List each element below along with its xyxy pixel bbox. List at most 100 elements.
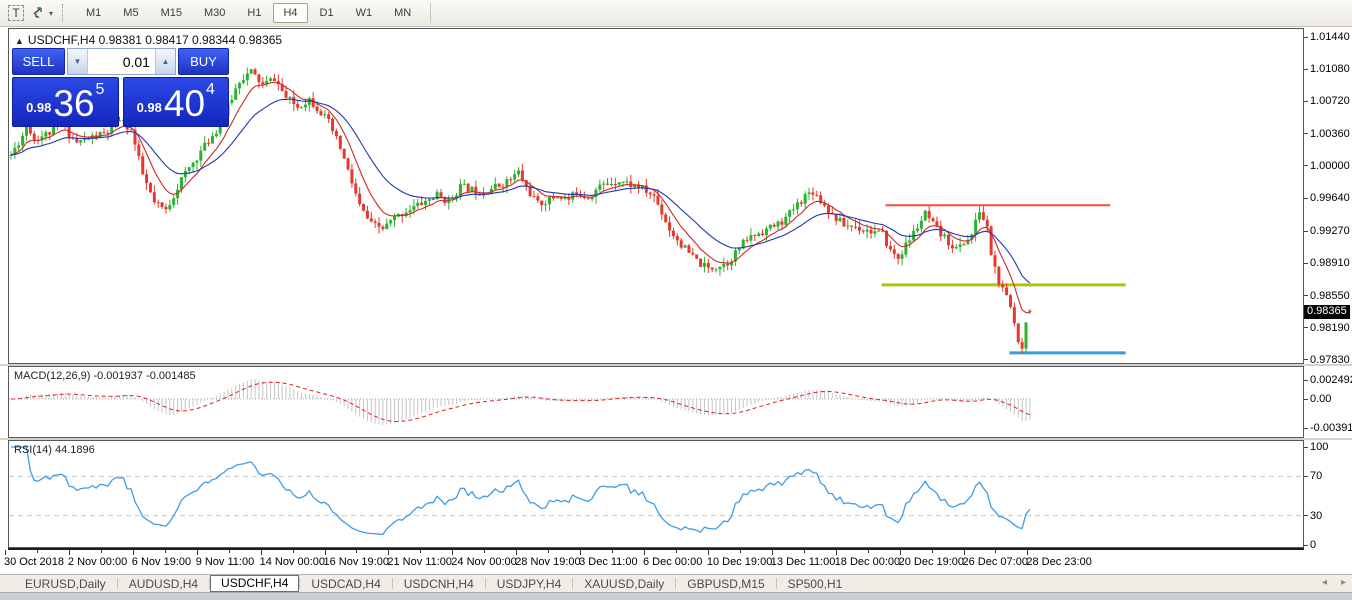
arrows-tool-button[interactable]: ▾ bbox=[30, 3, 53, 23]
time-tick bbox=[1027, 550, 1029, 555]
timeframe-button-h1[interactable]: H1 bbox=[247, 7, 262, 19]
axis-label: 0.97830 bbox=[1310, 353, 1350, 366]
timeframe-button-m1[interactable]: M1 bbox=[86, 7, 102, 19]
sell-button[interactable]: SELL bbox=[12, 48, 65, 75]
time-tick bbox=[516, 550, 518, 555]
price-axis[interactable]: 1.01440 1.01080 1.00720 1.00360 1.00000 0.996… bbox=[1304, 28, 1352, 366]
timeframe-button-m15[interactable]: M15 bbox=[160, 7, 182, 19]
axis-label: -0.003913 bbox=[1310, 422, 1352, 435]
chart-tab-gbpusd[interactable]: GBPUSD,M15 bbox=[687, 576, 765, 591]
timeframe-button-m5[interactable]: M5 bbox=[123, 7, 139, 19]
sell-price-prefix: 0.98 bbox=[26, 100, 52, 115]
time-label: 6 Nov 19:00 bbox=[131, 556, 192, 568]
time-tick bbox=[5, 550, 6, 555]
chart-tab-usdcad[interactable]: USDCAD,H4 bbox=[311, 576, 381, 591]
axis-label: 100 bbox=[1310, 441, 1329, 453]
tab-separator bbox=[391, 578, 393, 589]
axis-label: 0.98190 bbox=[1310, 321, 1350, 334]
chart-tab-usdcnh[interactable]: USDCNH,H4 bbox=[403, 576, 474, 591]
timeframe-toolbar: M1 M5 M15 M30 H1 H4 D1 W1 MN bbox=[75, 0, 422, 27]
volume-increase-button[interactable]: ▲ bbox=[154, 49, 175, 74]
time-label: 14 Nov 00:00 bbox=[259, 556, 326, 568]
time-label: 16 Nov 19:00 bbox=[323, 556, 389, 568]
tab-scroll-right-icon[interactable]: ▸ bbox=[1340, 577, 1346, 588]
time-tick-minor bbox=[803, 550, 805, 553]
time-tick-minor bbox=[164, 550, 166, 553]
axis-tick bbox=[1304, 359, 1308, 361]
time-tick-minor bbox=[867, 550, 869, 553]
axis-tick bbox=[1304, 295, 1308, 297]
volume-decrease-button[interactable]: ▼ bbox=[67, 49, 88, 74]
axis-label: 1.00360 bbox=[1310, 127, 1350, 140]
text-tool-button[interactable]: T bbox=[5, 3, 27, 23]
sell-price-box[interactable]: 0.98 36 5 bbox=[12, 77, 119, 127]
timeframe-button-w1[interactable]: W1 bbox=[355, 7, 373, 19]
timeframe-button-d1[interactable]: D1 bbox=[319, 7, 334, 19]
tab-separator bbox=[116, 578, 118, 589]
buy-price-pip: 4 bbox=[206, 81, 215, 98]
time-tick bbox=[835, 550, 837, 555]
sell-price-pip: 5 bbox=[95, 81, 105, 98]
axis-label: 70 bbox=[1310, 470, 1323, 483]
time-tick bbox=[452, 550, 454, 555]
time-tick-minor bbox=[484, 550, 486, 553]
time-tick bbox=[644, 550, 645, 555]
time-label: 28 Nov 19:00 bbox=[515, 556, 581, 568]
macd-label: MACD(12,26,9) -0.001937 -0.001485 bbox=[14, 370, 196, 382]
chart-tab-audusd[interactable]: AUDUSD,H4 bbox=[128, 576, 199, 591]
chart-tab-usdjpy[interactable]: USDJPY,H4 bbox=[496, 576, 562, 591]
time-tick bbox=[196, 550, 198, 555]
buy-price-box[interactable]: 0.98 40 4 bbox=[122, 77, 229, 127]
timeframe-button-m30[interactable]: M30 bbox=[203, 7, 226, 19]
axis-label: 1.00000 bbox=[1310, 159, 1350, 172]
arrows-icon bbox=[30, 5, 46, 22]
time-label: 28 Dec 23:00 bbox=[1026, 556, 1092, 568]
rsi-chart[interactable] bbox=[9, 441, 1303, 547]
price-chart-panel[interactable]: ▲ USDCHF,H4 0.98381 0.98417 0.98344 0.983… bbox=[8, 28, 1304, 364]
macd-chart[interactable] bbox=[9, 367, 1303, 437]
time-tick bbox=[899, 550, 901, 555]
time-label: 3 Dec 11:00 bbox=[579, 556, 638, 568]
tab-scroll-left-icon[interactable]: ◂ bbox=[1321, 577, 1327, 588]
buy-button[interactable]: BUY bbox=[177, 48, 229, 75]
time-axis[interactable]: 30 Oct 2018 2 Nov 00:00 6 Nov 19:00 9 Nov 1… bbox=[0, 548, 1352, 574]
timeframe-button-h4[interactable]: H4 bbox=[273, 3, 308, 23]
buy-price-digits: 40 bbox=[163, 83, 206, 124]
status-strip bbox=[0, 592, 1352, 600]
time-tick-minor bbox=[356, 550, 358, 553]
chart-tab-xauusd[interactable]: XAUUSD,Daily bbox=[584, 576, 665, 591]
rsi-label: RSI(14) 44.1896 bbox=[14, 444, 95, 456]
time-label: 24 Nov 00:00 bbox=[451, 556, 517, 568]
timeframe-button-mn[interactable]: MN bbox=[394, 7, 412, 19]
macd-axis[interactable]: 0.002492 0.00 -0.003913 bbox=[1304, 366, 1352, 438]
time-label: 13 Dec 11:00 bbox=[770, 556, 836, 568]
axis-tick bbox=[1304, 230, 1308, 232]
rsi-panel[interactable]: RSI(14) 44.1896 bbox=[8, 440, 1304, 548]
time-tick bbox=[68, 550, 70, 555]
time-tick-minor bbox=[675, 550, 677, 553]
buy-price-prefix: 0.98 bbox=[136, 100, 162, 115]
time-label: 18 Dec 00:00 bbox=[834, 556, 901, 568]
chart-tab-sp500[interactable]: SP500,H1 bbox=[787, 576, 843, 591]
toolbar-grip[interactable] bbox=[62, 4, 68, 22]
time-tick-minor bbox=[995, 550, 997, 553]
time-tick-minor bbox=[739, 550, 741, 553]
axis-tick bbox=[1304, 262, 1308, 264]
chart-tab-eurusd[interactable]: EURUSD,Daily bbox=[25, 576, 106, 591]
panel-splitter[interactable] bbox=[0, 438, 1352, 440]
time-label: 26 Dec 07:00 bbox=[962, 556, 1028, 568]
axis-label: 1.01080 bbox=[1310, 63, 1350, 76]
one-click-trading-widget: SELL ▼ ▲ BUY 0.98 36 5 0.98 40 4 bbox=[12, 48, 229, 127]
panel-splitter[interactable] bbox=[0, 364, 1352, 366]
rsi-axis[interactable]: 100 70 30 0 bbox=[1304, 440, 1352, 551]
macd-panel[interactable]: MACD(12,26,9) -0.001937 -0.001485 bbox=[8, 366, 1304, 438]
axis-tick bbox=[1304, 427, 1308, 429]
time-label: 6 Dec 00:00 bbox=[643, 556, 703, 568]
tab-separator bbox=[209, 578, 211, 589]
chart-tab-usdchf[interactable]: USDCHF,H4 bbox=[210, 575, 300, 592]
toolbar-separator bbox=[430, 3, 432, 23]
volume-input[interactable] bbox=[87, 49, 155, 74]
collapse-icon: ▲ bbox=[15, 36, 24, 46]
tab-separator bbox=[299, 578, 301, 589]
